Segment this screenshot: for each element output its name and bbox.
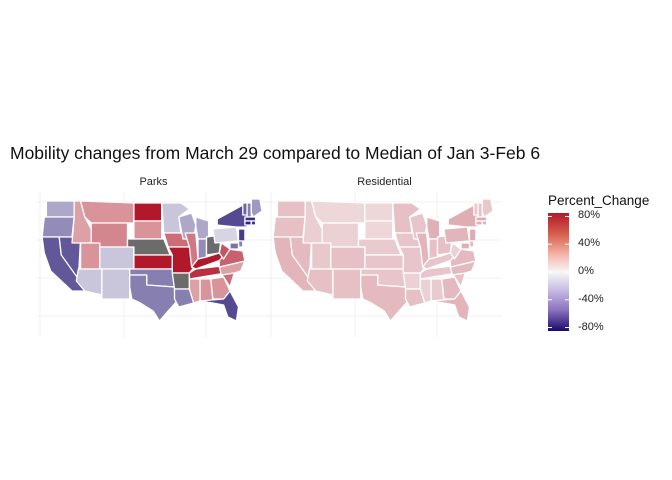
state-az-parks xyxy=(75,268,103,296)
facet-label-parks: Parks xyxy=(139,176,168,188)
state-mi-residential xyxy=(426,216,441,240)
state-ne-residential xyxy=(357,238,402,256)
state-md-parks xyxy=(229,242,240,250)
legend-tick-label: -80% xyxy=(578,320,604,333)
state-ar-residential xyxy=(402,272,422,290)
state-in-residential xyxy=(428,238,439,260)
state-co-residential xyxy=(330,246,366,270)
state-or-residential xyxy=(272,216,306,238)
facet-label-residential: Residential xyxy=(357,176,412,188)
state-me-residential xyxy=(481,198,494,218)
legend-tick-label: -40% xyxy=(578,292,604,305)
state-nj-residential xyxy=(468,228,477,242)
state-la-parks xyxy=(173,288,195,308)
state-mt-parks xyxy=(79,200,135,224)
legend-gradient xyxy=(548,213,569,331)
state-nm-parks xyxy=(101,268,131,300)
state-fl-parks xyxy=(199,290,240,322)
state-md-residential xyxy=(460,242,471,250)
state-ri-residential xyxy=(481,220,488,226)
chart-title: Mobility changes from March 29 compared … xyxy=(10,143,541,163)
state-fl-residential xyxy=(430,290,471,322)
state-mi-parks xyxy=(195,216,210,240)
state-pa-parks xyxy=(212,226,240,244)
legend-title: Percent_Change xyxy=(548,193,650,208)
state-ut-residential xyxy=(310,242,332,270)
state-nm-residential xyxy=(332,268,362,300)
state-ks-residential xyxy=(364,254,404,270)
state-ct-parks xyxy=(244,220,252,226)
state-layer xyxy=(272,198,494,322)
map-panel-parks xyxy=(36,192,271,337)
map-panel-residential xyxy=(267,192,502,337)
state-ks-parks xyxy=(133,254,173,270)
state-mt-residential xyxy=(310,200,366,224)
state-la-residential xyxy=(404,288,426,308)
state-nj-parks xyxy=(237,228,246,242)
state-ne-parks xyxy=(126,238,171,256)
state-wa-residential xyxy=(276,200,306,218)
state-co-parks xyxy=(99,246,135,270)
legend-tick-label: 80% xyxy=(578,209,601,222)
state-wa-parks xyxy=(45,200,75,218)
state-layer xyxy=(41,198,263,322)
state-az-residential xyxy=(306,268,334,296)
state-sd-residential xyxy=(364,220,394,240)
state-nd-parks xyxy=(133,202,163,222)
state-me-parks xyxy=(250,198,263,218)
state-ar-parks xyxy=(171,272,191,290)
state-ri-parks xyxy=(250,220,257,226)
state-pa-residential xyxy=(443,226,471,244)
state-ms-residential xyxy=(419,278,432,304)
state-or-parks xyxy=(41,216,75,238)
state-ut-parks xyxy=(79,242,101,270)
legend-colorbar xyxy=(548,213,569,331)
legend-tick-label: 40% xyxy=(578,237,601,250)
state-tx-parks xyxy=(129,274,180,322)
state-sd-parks xyxy=(133,220,163,240)
state-ms-parks xyxy=(188,278,201,304)
state-in-parks xyxy=(197,238,208,260)
legend-tick-label: 0% xyxy=(578,265,594,277)
state-nd-residential xyxy=(364,202,394,222)
state-ct-residential xyxy=(475,220,483,226)
state-tx-residential xyxy=(360,274,411,322)
